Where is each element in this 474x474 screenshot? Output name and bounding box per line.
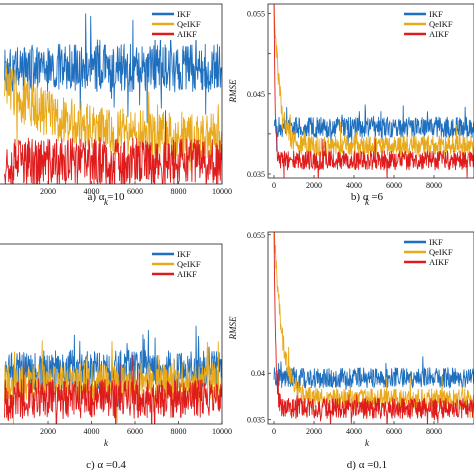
- x-tick-label: 10000: [212, 427, 232, 436]
- x-tick-label: 6000: [386, 427, 402, 436]
- panel-caption: d) α =0.1: [347, 459, 387, 471]
- legend-label: IKF: [429, 9, 443, 19]
- legend-label: QeIKF: [429, 19, 453, 29]
- plot-frame: [0, 3, 223, 185]
- panel-caption: c) α =0.4: [86, 459, 126, 471]
- x-tick-label: 10000: [212, 187, 232, 196]
- plot-frame: [267, 3, 474, 179]
- x-tick-label: 8000: [171, 187, 187, 196]
- x-tick-label: 2000: [306, 181, 322, 190]
- series-line-ikf: [273, 356, 474, 402]
- legend-label: QeIKF: [429, 247, 453, 257]
- x-tick-label: 2000: [306, 427, 322, 436]
- y-tick-label: 0.04: [251, 369, 265, 378]
- x-tick-label: 0: [272, 181, 276, 190]
- y-axis-label: RMSE: [228, 79, 238, 103]
- plot-frame: [0, 243, 223, 425]
- legend-label: AIKF: [177, 29, 197, 39]
- panel-caption: a) α =10: [87, 191, 125, 203]
- y-tick-label: 0.035: [247, 415, 265, 424]
- panel-d: 0 2000 4000 6000 8000 0.035 0.04 0.055 RMSE k d) α…: [228, 231, 474, 471]
- legend-label: IKF: [177, 249, 191, 259]
- x-axis-label: k: [365, 438, 370, 448]
- x-tick-label: 2000: [40, 187, 56, 196]
- legend-label: QeIKF: [177, 259, 201, 269]
- plot-frame: [267, 231, 474, 425]
- series-line-ikf: [4, 325, 222, 411]
- legend-label: AIKF: [177, 269, 197, 279]
- x-tick-label: 4000: [84, 427, 100, 436]
- x-axis-label: k: [104, 438, 109, 448]
- x-tick-label: 4000: [84, 187, 100, 196]
- x-axis-label: k: [365, 197, 370, 207]
- panel-caption: b) α =6: [351, 191, 384, 203]
- y-tick-label: 0.045: [247, 90, 265, 99]
- series-line-ikf: [273, 104, 474, 152]
- x-tick-label: 6000: [386, 181, 402, 190]
- legend-label: QeIKF: [177, 19, 201, 29]
- series-line-aikf: [273, 4, 474, 178]
- series-line-qeikf: [4, 62, 222, 171]
- legend-label: AIKF: [429, 29, 449, 39]
- x-tick-label: 8000: [426, 427, 442, 436]
- x-tick-label: 8000: [426, 181, 442, 190]
- series-line-aikf: [4, 354, 222, 424]
- y-tick-label: 0.055: [247, 10, 265, 19]
- series-line-aikf: [273, 232, 474, 424]
- x-tick-label: 8000: [171, 427, 187, 436]
- x-tick-label: 4000: [346, 427, 362, 436]
- legend-label: IKF: [429, 237, 443, 247]
- x-tick-label: 6000: [127, 187, 143, 196]
- panel-a: 2000 4000 6000 8000 10000 ka) α =10 IKFQeIKFAI…: [0, 3, 232, 207]
- series-line-aikf: [4, 110, 222, 184]
- x-tick-label: 4000: [346, 181, 362, 190]
- legend-label: IKF: [177, 9, 191, 19]
- panel-b: 0 2000 4000 6000 8000 0.035 0.045 0.055 RMSE kb) …: [228, 3, 474, 207]
- y-axis-label: RMSE: [228, 316, 238, 340]
- legend-label: AIKF: [429, 257, 449, 267]
- series-line-ikf: [4, 13, 222, 124]
- x-tick-label: 0: [272, 427, 276, 436]
- x-tick-label: 2000: [40, 427, 56, 436]
- x-axis-label: k: [104, 197, 109, 207]
- y-tick-label: 0.035: [247, 170, 265, 179]
- series-line-qeikf: [274, 232, 474, 419]
- x-tick-label: 6000: [127, 427, 143, 436]
- y-tick-label: 0.055: [247, 231, 265, 240]
- panel-c: 2000 4000 6000 8000 10000 k c) α =0.4 IKFQeIKFA…: [0, 243, 232, 471]
